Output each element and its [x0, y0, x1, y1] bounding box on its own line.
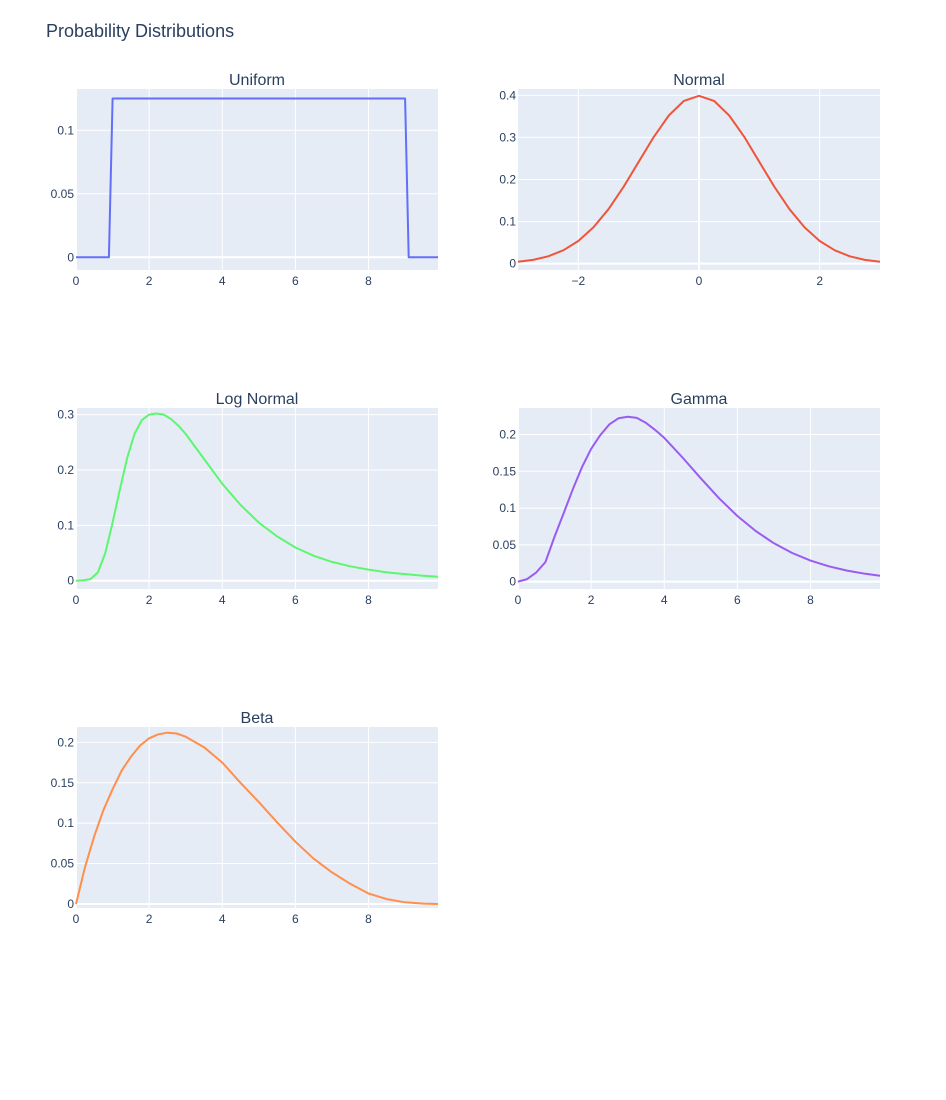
series-line [75, 731, 439, 905]
y-tick-label: 0.05 [493, 538, 517, 552]
y-tick-label: 0.1 [499, 215, 516, 229]
x-tick-label: 2 [146, 593, 153, 607]
series-line [517, 415, 881, 583]
y-tick-label: 0.05 [51, 857, 75, 871]
x-tick-label: 8 [365, 274, 372, 288]
x-tick-label: 2 [146, 274, 153, 288]
y-tick-label: 0 [67, 574, 74, 588]
x-tick-label: 6 [292, 593, 299, 607]
x-tick-label: 6 [292, 912, 299, 926]
plot-area [518, 408, 880, 589]
y-tick-label: 0.2 [499, 427, 516, 441]
x-tick-label: 0 [696, 274, 703, 288]
x-tick-label: 0 [73, 912, 80, 926]
plot-area [76, 89, 438, 270]
subplot-log-normal: 0 2 4 6 8 0 0.1 0.2 0.3 Log Normal [57, 391, 439, 607]
x-tick-label: 2 [588, 593, 595, 607]
x-tick-label: 0 [73, 274, 80, 288]
y-tick-label: 0.3 [499, 130, 516, 144]
y-tick-label: 0.15 [51, 776, 75, 790]
subplot-title: Uniform [229, 72, 285, 89]
x-tick-label: 8 [807, 593, 814, 607]
y-tick-label: 0.4 [499, 88, 516, 102]
x-tick-label: 6 [292, 274, 299, 288]
series-line [517, 94, 881, 263]
y-tick-label: 0.2 [57, 463, 74, 477]
y-tick-label: 0 [509, 257, 516, 271]
x-tick-label: 4 [219, 593, 226, 607]
plot-area [76, 727, 438, 908]
x-tick-label: 4 [219, 274, 226, 288]
y-tick-label: 0.05 [51, 187, 75, 201]
series-line [76, 97, 438, 259]
plot-area [76, 408, 438, 589]
subplot-title: Beta [241, 710, 274, 727]
y-tick-label: 0.2 [499, 173, 516, 187]
x-tick-label: 2 [146, 912, 153, 926]
y-tick-label: 0.3 [57, 408, 74, 422]
y-tick-label: 0 [67, 897, 74, 911]
x-tick-label: 4 [219, 912, 226, 926]
x-tick-label: −2 [571, 274, 585, 288]
y-tick-label: 0.15 [493, 464, 517, 478]
subplot-gamma: 0 2 4 6 8 0 0.05 0.1 0.15 0.2 Gamma [493, 391, 881, 607]
subplot-title: Gamma [671, 391, 728, 408]
x-tick-label: 4 [661, 593, 668, 607]
x-tick-label: 2 [816, 274, 823, 288]
x-tick-label: 8 [365, 912, 372, 926]
x-tick-label: 0 [515, 593, 522, 607]
y-tick-label: 0 [509, 575, 516, 589]
x-tick-label: 0 [73, 593, 80, 607]
figure-title: Probability Distributions [46, 21, 235, 41]
subplot-title: Log Normal [216, 391, 299, 408]
subplot-normal: −2 0 2 0 0.1 0.2 0.3 0.4 Normal [499, 72, 881, 288]
series-line [75, 412, 439, 582]
subplot-title: Normal [673, 72, 725, 89]
y-tick-label: 0.1 [57, 518, 74, 532]
subplot-beta: 0 2 4 6 8 0 0.05 0.1 0.15 0.2 Beta [51, 710, 439, 926]
y-tick-label: 0.2 [57, 735, 74, 749]
subplot-uniform: 0 2 4 6 8 0 0.05 0.1 Uniform [51, 72, 438, 288]
y-tick-label: 0 [67, 250, 74, 264]
x-tick-label: 8 [365, 593, 372, 607]
y-tick-label: 0.1 [57, 123, 74, 137]
y-tick-label: 0.1 [57, 816, 74, 830]
y-tick-label: 0.1 [499, 501, 516, 515]
x-tick-label: 6 [734, 593, 741, 607]
